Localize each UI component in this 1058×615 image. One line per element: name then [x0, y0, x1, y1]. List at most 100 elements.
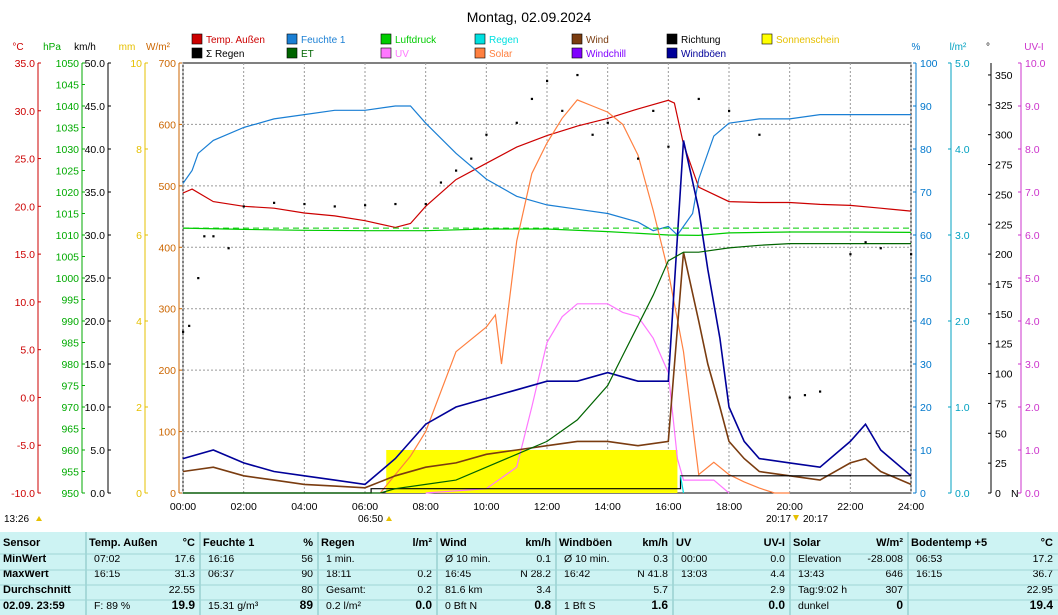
axis-tick-label: 150 [995, 309, 1013, 321]
legend-label: Luftdruck [395, 35, 437, 46]
status-markers: 13:26 06:50 20:17 20:17 [4, 514, 828, 525]
chart-title: Montag, 02.09.2024 [467, 9, 592, 25]
sunset-time-a: 20:17 [766, 514, 791, 525]
wind-direction-point [910, 253, 913, 256]
legend-swatch [666, 47, 678, 59]
wind-direction-point [758, 133, 761, 136]
axis-tick-label: 350 [995, 70, 1013, 82]
legend-swatch [474, 33, 486, 45]
x-tick-label: 14:00 [595, 501, 621, 513]
stats-cell-value: 36.7 [1033, 568, 1054, 580]
axis-tick-label: 250 [995, 189, 1013, 201]
wind-direction-point [652, 109, 655, 112]
stats-cell-label: 16:42 [564, 568, 590, 580]
wind-direction-point [303, 202, 306, 206]
legend-label: Windchill [586, 49, 626, 60]
axis-tick-label: 6 [136, 230, 142, 242]
chart-series [182, 73, 913, 494]
axis-unit-label: km/h [74, 42, 96, 53]
axis-tick-label: 1045 [56, 80, 80, 92]
axis-tick-label: 0.0 [90, 488, 105, 500]
wind-direction-point [606, 121, 609, 124]
stats-cell-value: 22.55 [169, 584, 195, 596]
stats-cell-label: 16:15 [94, 568, 120, 580]
axis-tick-label: 90 [920, 101, 932, 113]
stats-cell-label: 0.2 l/m² [326, 600, 362, 612]
axis-tick-label: 500 [158, 181, 176, 193]
stats-cell-value: 31.3 [175, 568, 196, 580]
series-luftdruck [182, 227, 912, 237]
stats-cell-label: 13:43 [798, 568, 824, 580]
axis-tick-label: 25.0 [85, 273, 106, 285]
axis-unit-label: W/m² [146, 42, 171, 53]
axis-tick-label: 0 [920, 488, 926, 500]
wind-direction-point [333, 205, 336, 208]
axis-tick-label: 995 [61, 295, 79, 307]
legend-label: Sonnenschein [776, 35, 839, 46]
wind-direction-point [637, 157, 640, 160]
axis-tick-label: 1.0 [1025, 445, 1040, 457]
stats-header-unit: W/m² [876, 537, 903, 549]
axis-tick-label: N [1011, 488, 1019, 500]
axis-tick-label: 20.0 [15, 201, 36, 213]
axis-tick-label: 40.0 [85, 144, 106, 156]
axis-tick-label: 1025 [56, 166, 80, 178]
legend-label: Richtung [681, 35, 720, 46]
stats-header-unit: UV-I [764, 537, 785, 549]
wind-direction-point [561, 109, 564, 112]
legend-swatch [474, 47, 486, 59]
wind-direction-point [227, 247, 230, 250]
axis-tick-label: 1000 [56, 273, 80, 285]
axis-tick-label: 5.0 [955, 58, 970, 70]
stats-cell-value: 0.8 [534, 598, 551, 612]
legend-swatch [286, 33, 298, 45]
axis-tick-label: 10.0 [85, 402, 106, 414]
axis-tick-label: 200 [158, 365, 176, 377]
legend-label: Feuchte 1 [301, 35, 346, 46]
axis-tick-label: 275 [995, 160, 1013, 172]
stats-cell-label: 16:16 [208, 553, 234, 565]
sunrise-marker [386, 516, 392, 521]
stats-cell-value: 307 [885, 584, 903, 596]
wind-direction-point [515, 121, 518, 124]
wind-direction-point [273, 201, 276, 204]
stats-cell-label: Gesamt: [326, 584, 366, 596]
x-tick-label: 00:00 [170, 501, 196, 513]
stats-cell-value: 1.6 [651, 598, 668, 612]
axis-tick-label: 600 [158, 119, 176, 131]
legend-label: UV [395, 49, 409, 60]
stats-header: UV [676, 537, 692, 549]
left-time-marker [36, 516, 42, 521]
axis-tick-label: 970 [61, 402, 79, 414]
stats-cell-value: 3.4 [536, 584, 551, 596]
wind-direction-point [849, 253, 852, 256]
stats-cell-value: 646 [885, 568, 903, 580]
wind-direction-point [728, 109, 731, 112]
axis-unit-label: UV-I [1024, 42, 1043, 53]
axis-tick-label: 75 [995, 398, 1007, 410]
x-axis-ticks: 00:00 02:00 04:00 06:00 08:00 10:00 12:00 14:00… [170, 501, 924, 513]
series-windb-en [182, 140, 912, 486]
x-tick-label: 10:00 [473, 501, 499, 513]
x-tick-label: 12:00 [534, 501, 560, 513]
x-tick-label: 16:00 [655, 501, 681, 513]
weather-chart: Montag, 02.09.2024 Temp. Außen Feuchte 1 L… [4, 9, 1046, 525]
axis-tick-label: 5.0 [90, 445, 105, 457]
axis-tick-label: 7.0 [1025, 187, 1040, 199]
chart-legend: Temp. Außen Feuchte 1 Luftdruck Regen Wind Ri… [191, 33, 839, 60]
sunset-time-b: 20:17 [803, 514, 828, 525]
axis-tick-label: 35.0 [85, 187, 106, 199]
legend-swatch [191, 47, 203, 59]
sunshine-band [386, 450, 678, 493]
stats-cell-value: N 41.8 [637, 568, 668, 580]
stats-cell-value: 17.2 [1033, 553, 1054, 565]
stats-header: Sensor [3, 537, 41, 549]
y-axes: °C-10.0-5.00.05.010.015.020.025.030.035.… [11, 42, 1046, 500]
axis-tick-label: 35.0 [15, 58, 36, 70]
stats-cell-label: 1 min. [326, 553, 355, 565]
stats-cell-label: 06:53 [916, 553, 942, 565]
legend-swatch [666, 33, 678, 45]
axis-tick-label: 45.0 [85, 101, 106, 113]
axis-unit-label: mm [119, 42, 136, 53]
stats-panel: Sensor MinWert MaxWert Durchschnitt 02.09. 2… [0, 532, 1058, 615]
